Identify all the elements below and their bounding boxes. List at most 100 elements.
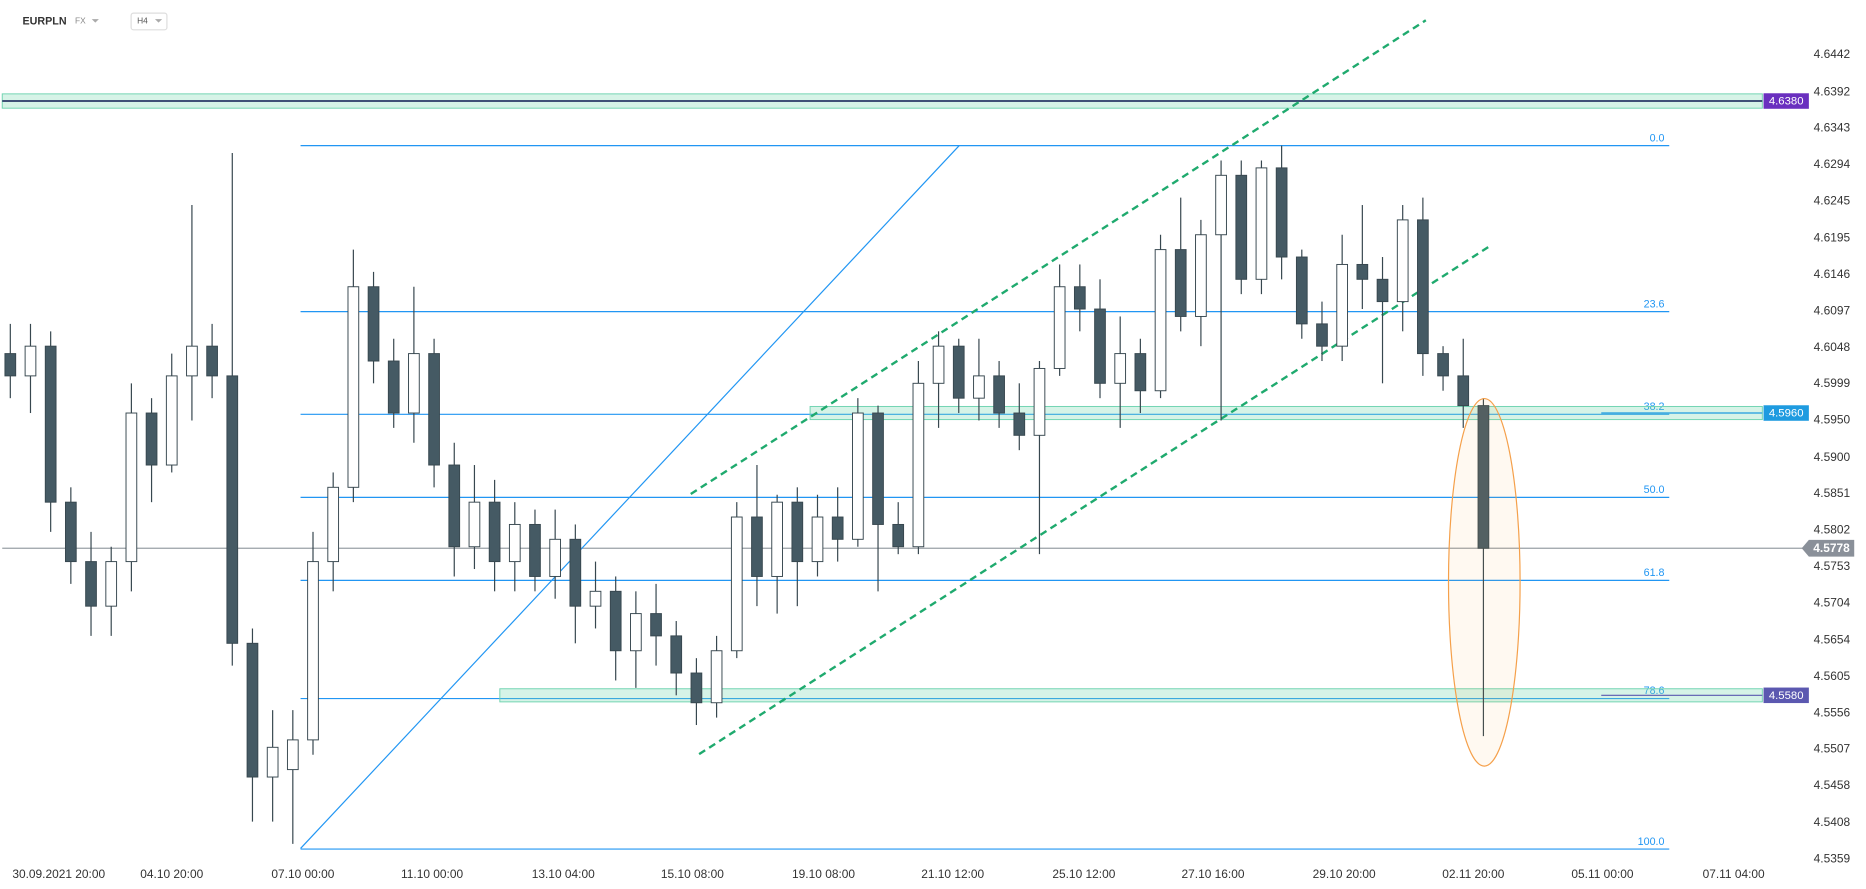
candle-body	[448, 464, 461, 548]
candle-body	[993, 375, 1005, 414]
candle-body	[1073, 286, 1086, 310]
price-label-bg	[1763, 687, 1809, 704]
candle-body	[1275, 167, 1288, 258]
candle-body	[852, 412, 864, 540]
candle-body	[286, 739, 299, 771]
x-tick-label: 04.10 20:00	[140, 867, 203, 881]
candle-body	[1053, 286, 1066, 369]
x-tick-label: 11.10 00:00	[401, 867, 463, 881]
candle-body	[1376, 278, 1389, 303]
candle-body	[1174, 249, 1187, 317]
candle-body	[609, 590, 622, 652]
fib-label: 78.6	[1644, 685, 1665, 697]
candle-body	[44, 345, 57, 503]
y-tick-label: 4.6245	[1814, 193, 1851, 207]
x-tick-label: 07.11 04:00	[1703, 867, 1765, 881]
price-label-bg	[1801, 539, 1855, 557]
candle-body	[1134, 353, 1147, 392]
candle-body	[1154, 249, 1167, 392]
candle-body	[650, 613, 662, 637]
candle-body	[186, 345, 198, 377]
candle-body	[266, 746, 279, 778]
candle-body	[367, 286, 380, 362]
candle-body	[730, 516, 743, 652]
fib-label: 61.8	[1644, 567, 1665, 579]
x-tick-label: 13.10 04:00	[532, 867, 595, 881]
candle-body	[1437, 353, 1449, 377]
price-label: 4.5960	[1769, 408, 1804, 420]
candle-body	[307, 561, 319, 741]
candle-body	[64, 501, 77, 563]
price-label-bg	[1763, 93, 1809, 109]
candle-body	[1356, 263, 1369, 280]
candle-body	[1033, 367, 1046, 436]
market: FX	[75, 16, 86, 26]
y-tick-label: 4.5654	[1814, 632, 1851, 646]
candle-body	[1316, 323, 1328, 347]
candle-body	[1195, 234, 1207, 317]
candle-body	[952, 345, 965, 399]
x-tick-label: 21.10 12:00	[921, 867, 984, 881]
candle-body	[1013, 412, 1026, 436]
y-tick-label: 4.6146	[1814, 267, 1851, 281]
candle-body	[165, 375, 178, 466]
fib-label: 50.0	[1644, 484, 1665, 496]
candle-body	[1457, 375, 1470, 407]
axes: 4.6442 4.6392 4.6343 4.6294 4.6245 4.6195 4.61…	[12, 47, 1855, 881]
candle-body	[468, 501, 481, 548]
dropdown-arrow[interactable]	[91, 19, 99, 23]
y-tick-label: 4.5999	[1814, 376, 1851, 390]
x-tick-label: 29.10 20:00	[1313, 867, 1376, 881]
candle-body	[1336, 263, 1349, 347]
zones: 0.0 23.6 38.2 50.0 61.8 78.6 100.0	[1, 93, 1805, 850]
timeframe[interactable]: H4	[137, 16, 148, 26]
candle-body	[24, 345, 37, 377]
highlight-ellipse	[1447, 397, 1521, 767]
candle-body	[145, 412, 158, 466]
candle-body	[549, 538, 562, 577]
candle-body	[206, 345, 218, 377]
y-tick-label: 4.5753	[1814, 559, 1851, 573]
candle-body	[1094, 308, 1106, 384]
y-tick-label: 4.6392	[1814, 84, 1851, 98]
y-tick-label: 4.5851	[1814, 486, 1851, 500]
y-tick-label: 4.5900	[1814, 450, 1851, 464]
x-tick-label: 25.10 12:00	[1052, 867, 1115, 881]
candle-body	[670, 635, 683, 674]
y-tick-label: 4.5458	[1814, 778, 1851, 792]
candle-body	[690, 672, 703, 704]
fib-label: 38.2	[1644, 401, 1665, 413]
y-tick-label: 4.5408	[1814, 815, 1851, 829]
candle-body	[973, 375, 985, 399]
candle-body	[1235, 174, 1248, 280]
candle-body	[387, 360, 400, 414]
candle-body	[912, 382, 925, 548]
y-tick-label: 4.5359	[1814, 852, 1851, 866]
candle-body	[226, 375, 239, 644]
candle-body	[125, 412, 138, 563]
candle-body	[1255, 167, 1268, 280]
dropdown-arrow[interactable]	[154, 19, 163, 23]
candle-body	[4, 353, 17, 377]
symbol[interactable]: EURPLN	[23, 15, 67, 27]
candle-body	[105, 561, 118, 607]
x-tick-label: 07.10 00:00	[271, 867, 334, 881]
candle-body	[811, 516, 824, 563]
y-tick-label: 4.6097	[1814, 303, 1851, 317]
candle-body	[872, 412, 884, 525]
timeframe-box[interactable]	[130, 12, 168, 31]
channel-lower	[698, 244, 1491, 756]
candle-body	[508, 523, 521, 563]
price-label: 4.5778	[1813, 541, 1850, 555]
candle-body	[1477, 405, 1490, 549]
x-tick-label: 15.10 08:00	[661, 867, 724, 881]
candle-body	[408, 353, 420, 414]
candle-body	[529, 523, 541, 577]
candle-body	[1215, 174, 1227, 236]
candle-body	[569, 538, 582, 607]
candle-body	[1295, 256, 1308, 325]
candle-body	[246, 642, 259, 778]
candle-body	[791, 501, 804, 563]
candle-body	[1417, 219, 1429, 355]
channel-upper	[690, 19, 1427, 496]
